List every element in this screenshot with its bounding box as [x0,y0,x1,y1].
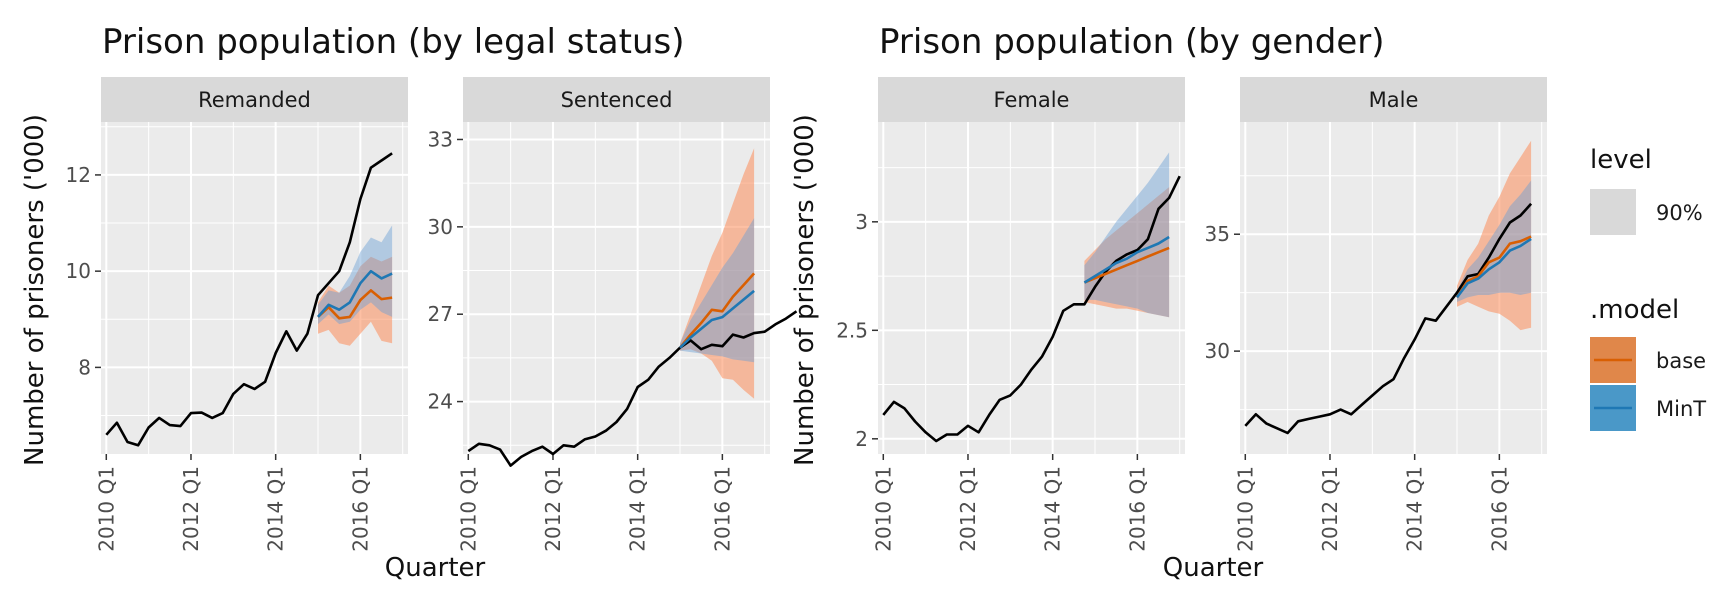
legend-label-mint: MinT [1656,397,1706,421]
forecast-line-base [678,272,756,349]
y-tick-label: 8 [78,355,91,379]
facet-strip-label: Male [1369,88,1419,112]
y-tick-label: 12 [66,163,91,187]
y-tick-label: 3 [855,210,868,234]
y-tick-label: 2.5 [836,318,868,342]
x-tick-label: 2014 Q1 [264,466,288,552]
actual-series-line [467,310,798,467]
x-tick-label: 2012 Q1 [1318,466,1342,552]
x-tick-label: 2014 Q1 [1403,466,1427,552]
facet-remanded: Remanded 2010 Q1 2012 Q1 2014 Q1 2016 Q1 8 10 1… [66,77,408,552]
y-tick-label: 10 [66,259,91,283]
forecast-interval-base [318,256,393,346]
y-tick-label: 27 [428,302,453,326]
x-tick-label: 2010 Q1 [456,466,480,552]
facet-strip-label: Female [994,88,1070,112]
facet-female: Female 2010 Q1 2012 Q1 2014 Q1 2016 Q1 2 2.5 3 [836,77,1185,552]
forecast-line-mint [679,289,755,349]
forecast-interval-mint [1084,152,1170,318]
x-axis-title: Quarter [1163,553,1264,583]
legend-label-90: 90% [1656,201,1703,225]
x-tick-label: 2016 Q1 [710,466,734,552]
forecast-interval-mint [318,225,393,325]
actual-series-line [882,175,1181,443]
x-tick-label: 2010 Q1 [94,466,118,552]
y-tick-label: 24 [428,390,453,414]
legend: level 90% .model base MinT [1590,145,1706,431]
forecast-line-mint [1455,237,1532,299]
forecast-interval-mint [1457,180,1532,302]
y-tick-label: 2 [855,427,868,451]
actual-series-line [1244,202,1533,435]
legend-title-level: level [1590,145,1652,175]
facet-strip-label: Remanded [198,88,311,112]
legend-swatch-90 [1590,189,1636,235]
x-tick-label: 2010 Q1 [1233,466,1257,552]
y-axis-title: Number of prisoners ('000) [20,114,50,466]
x-tick-label: 2012 Q1 [179,466,203,552]
facet-male: Male 2010 Q1 2012 Q1 2014 Q1 2016 Q1 30 35 [1205,77,1547,552]
y-tick-label: 30 [428,215,453,239]
x-tick-label: 2012 Q1 [956,466,980,552]
forecast-line-base [1083,246,1170,284]
x-tick-label: 2016 Q1 [1487,466,1511,552]
facet-strip [101,77,408,122]
facet-strip [878,77,1185,122]
facet-strip-label: Sentenced [561,88,673,112]
forecast-line-base [1455,235,1532,299]
x-tick-label: 2014 Q1 [626,466,650,552]
forecast-interval-base [1457,140,1532,331]
y-axis-title: Number of prisoners ('000) [790,114,820,466]
x-tick-label: 2012 Q1 [541,466,565,552]
y-tick-label: 30 [1205,339,1230,363]
forecast-interval-base [1084,187,1170,318]
y-tick-label: 33 [428,127,453,151]
y-tick-label: 35 [1205,222,1230,246]
x-axis-title: Quarter [385,553,486,583]
facet-sentenced: Sentenced 2010 Q1 2012 Q1 2014 Q1 2016 Q1 24 2… [428,77,798,552]
facet-strip [1240,77,1547,122]
actual-series-line [105,152,393,447]
x-tick-label: 2016 Q1 [1125,466,1149,552]
x-tick-label: 2014 Q1 [1041,466,1065,552]
x-tick-label: 2010 Q1 [871,466,895,552]
forecast-line-base [317,289,393,320]
legend-title-model: .model [1590,295,1679,325]
x-tick-label: 2016 Q1 [348,466,372,552]
facet-strip [463,77,770,122]
forecast-line-mint [317,269,393,318]
chart-title: Prison population (by legal status) [102,22,684,62]
chart-title: Prison population (by gender) [879,22,1385,62]
forecast-line-mint [1083,235,1170,284]
legend-label-base: base [1656,349,1706,373]
